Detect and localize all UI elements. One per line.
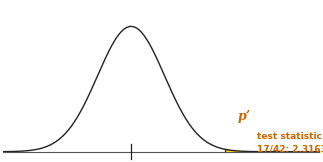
Text: test statistic for
17/42: 2.3163: test statistic for 17/42: 2.3163 — [257, 132, 323, 153]
Text: p’: p’ — [238, 110, 251, 123]
